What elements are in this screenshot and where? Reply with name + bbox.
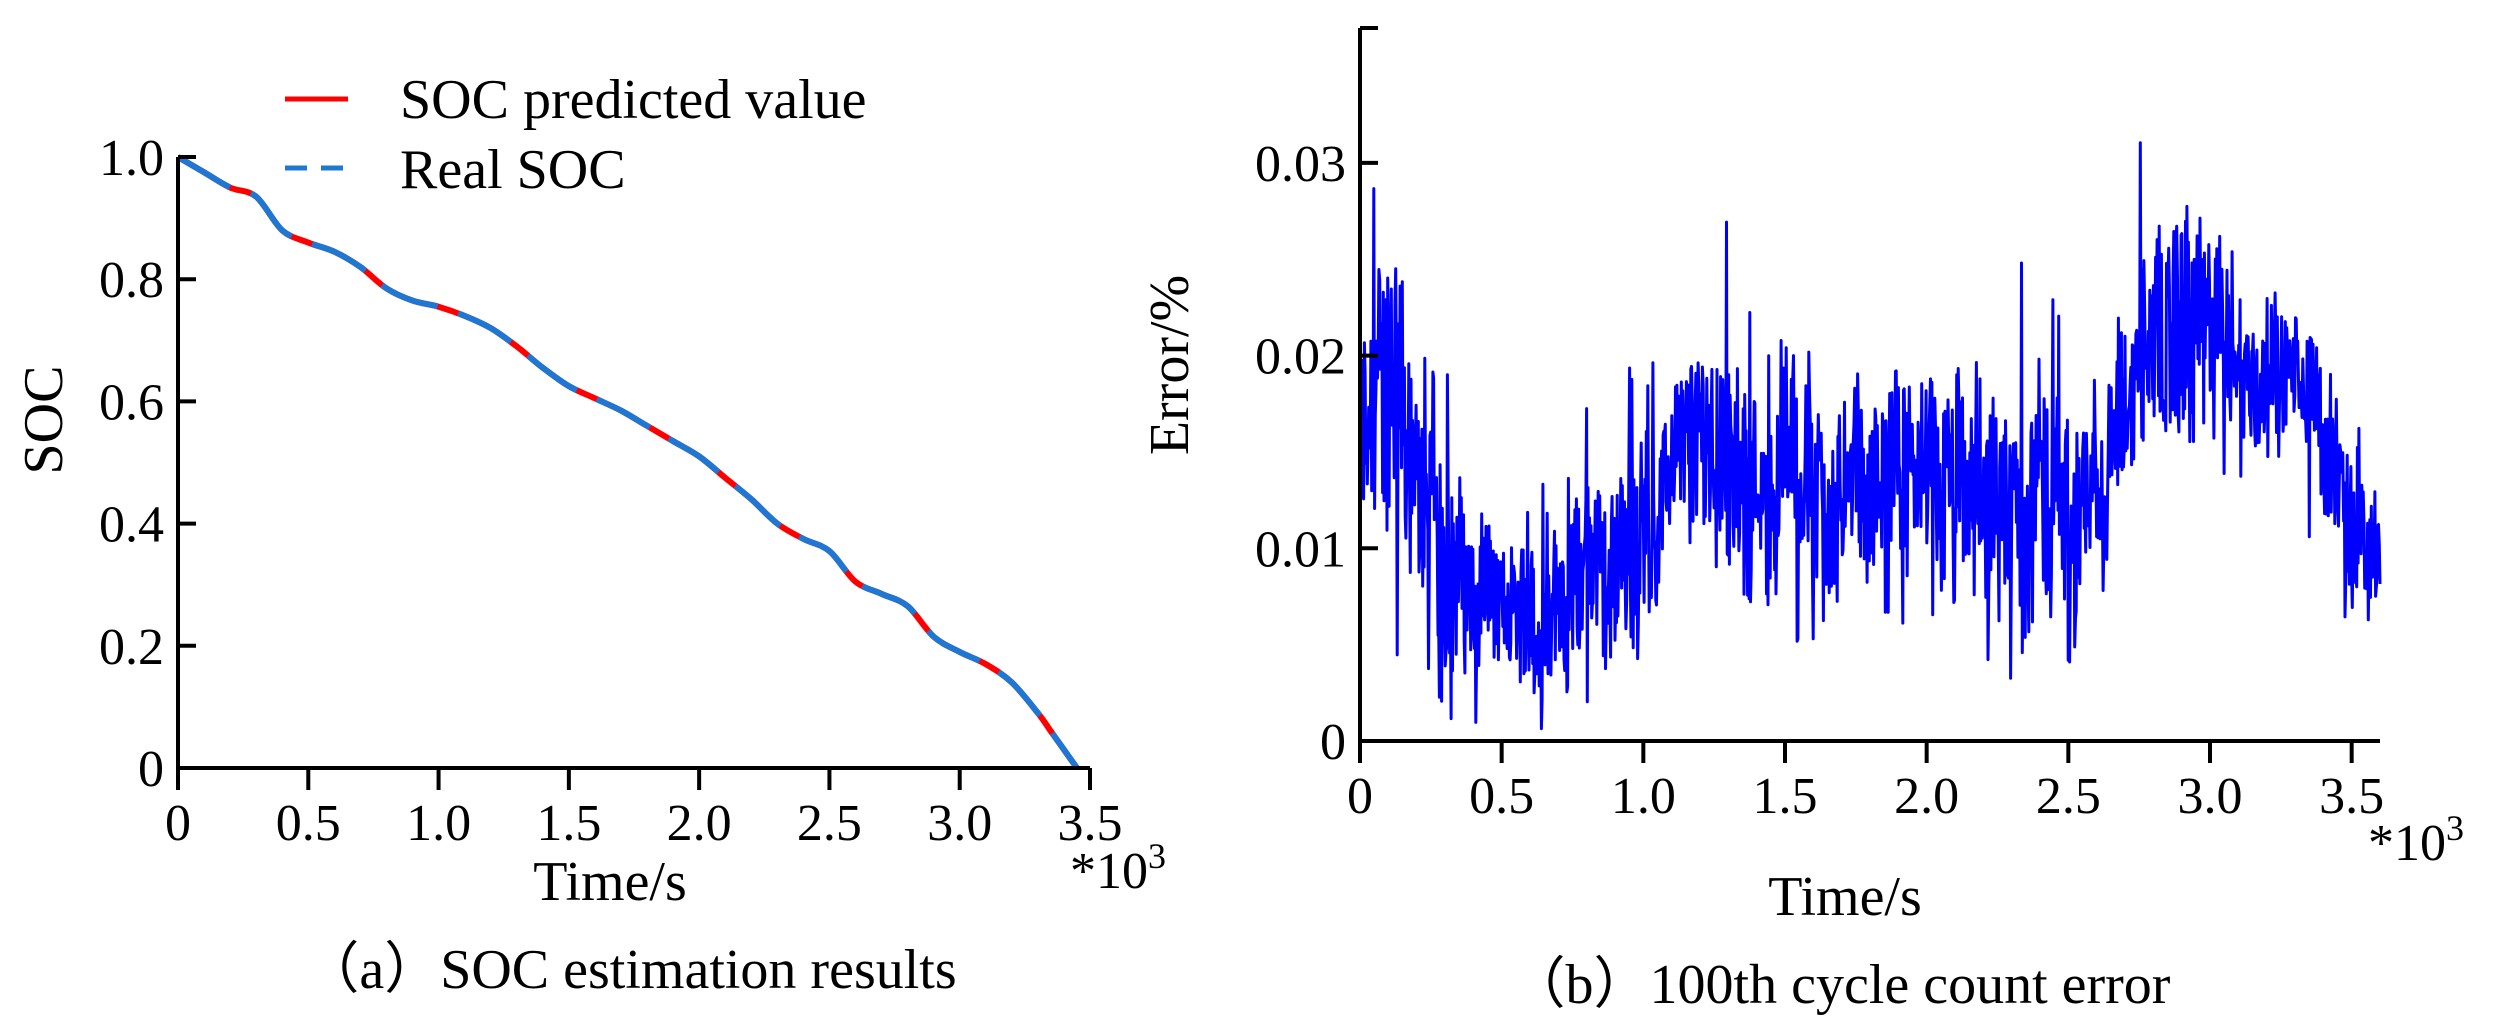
panela-x-tick-label: 3.5 <box>1058 795 1123 852</box>
series-real-soc-line <box>176 154 1080 770</box>
panel-a-x-axis-title: Time/s <box>533 851 687 913</box>
panel-b-y-axis-title: Error/% <box>1139 275 1201 455</box>
panel-b-x-multiplier-exp: 3 <box>2446 808 2464 848</box>
legend-predicted-label: SOC predicted value <box>400 69 867 131</box>
panela-x-tick-label: 3.0 <box>927 795 992 852</box>
panel-a-axes <box>176 155 1090 770</box>
panela-y-tick-label: 1.0 <box>99 130 164 187</box>
panela-x-tick-label: 2.0 <box>667 795 732 852</box>
panel-a-x-ticks: 0 0.5 1.0 1.5 2.0 2.5 3.0 3.5 <box>165 768 1123 852</box>
panelb-y-tick-label: 0 <box>1320 714 1346 771</box>
panel-a-soc-estimation: 0 0.5 1.0 1.5 2.0 2.5 3.0 3.5 00.20.40.60.81.0 … <box>13 69 1166 1001</box>
series-soc-predicted-line <box>176 154 1080 770</box>
panela-y-tick-label: 0.2 <box>99 619 164 676</box>
panelb-x-tick-label: 3.0 <box>2178 768 2243 825</box>
panel-b-x-multiplier-base: *10 <box>2368 815 2446 872</box>
panela-x-tick-label: 0.5 <box>276 795 341 852</box>
panelb-y-tick-label: 0.02 <box>1255 329 1346 386</box>
panelb-x-tick-label: 2.5 <box>2036 768 2101 825</box>
panela-y-tick-label: 0.6 <box>99 374 164 431</box>
series-cycle-error-line <box>1358 141 2382 731</box>
panela-x-tick-label: 2.5 <box>797 795 862 852</box>
panel-a-y-ticks: 0 0.2 0.4 0.6 0.8 1.0 <box>99 130 196 798</box>
panel-b-x-multiplier: *103 <box>2368 808 2464 872</box>
panel-a-x-multiplier-exp: 3 <box>1148 836 1166 876</box>
panela-x-tick-label: 1.5 <box>536 795 601 852</box>
legend-real-label: Real SOC <box>400 139 626 201</box>
panel-a-x-multiplier: *103 <box>1070 836 1166 900</box>
panela-y-tick-label: 0.4 <box>99 497 164 554</box>
panela-y-tick-label: 0.8 <box>99 252 164 309</box>
panela-y-tick-label: 0 <box>138 741 164 798</box>
panelb-x-tick-label: 0 <box>1347 768 1373 825</box>
panela-x-tick-label: 0 <box>165 795 191 852</box>
panelb-x-tick-label: 1.0 <box>1611 768 1676 825</box>
panelb-x-tick-label: 2.0 <box>1894 768 1959 825</box>
panelb-y-tick-label: 0.01 <box>1255 521 1346 578</box>
panel-b-caption: （b）100th cycle count error <box>1510 954 2171 1016</box>
panel-a-x-multiplier-base: *10 <box>1070 843 1148 900</box>
panel-a-y-axis-title: SOC <box>13 366 75 475</box>
panelb-x-tick-label: 0.5 <box>1469 768 1534 825</box>
panelb-x-tick-label: 3.5 <box>2319 768 2384 825</box>
panelb-x-tick-label: 1.5 <box>1753 768 1818 825</box>
panel-a-plot-area <box>176 154 1080 770</box>
panel-b-x-axis-title: Time/s <box>1768 866 1922 928</box>
panel-a-caption: （a）SOC estimation results <box>303 939 956 1001</box>
panela-x-tick-label: 1.0 <box>406 795 471 852</box>
panel-b-plot-area <box>1358 141 2382 731</box>
panel-b-y-ticks: 0 0.01 0.02 0.03 <box>1255 136 1378 771</box>
legend: SOC predicted value Real SOC <box>285 69 867 201</box>
panelb-y-tick-label: 0.03 <box>1255 136 1346 193</box>
panel-b-x-ticks: 0 0.5 1.0 1.5 2.0 2.5 3.0 3.5 <box>1347 741 2384 825</box>
panel-b-cycle-error: 0 0.5 1.0 1.5 2.0 2.5 3.0 3.5 0 0.01 0.02 0.03 Err… <box>1139 26 2464 1016</box>
